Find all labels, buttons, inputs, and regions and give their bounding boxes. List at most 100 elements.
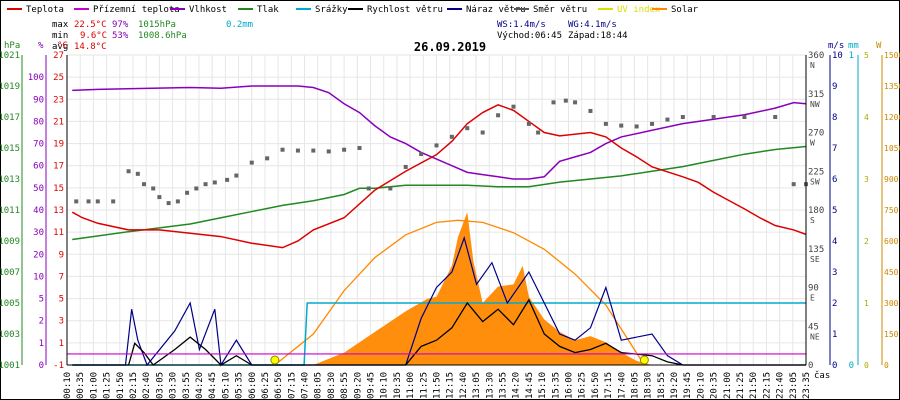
stat-avg-temp: 14.8°C — [74, 42, 107, 52]
x-tick-label: 18:30 — [644, 372, 654, 399]
x-tick-label: 11:50 — [433, 372, 443, 399]
x-tick-label: 19:20 — [670, 372, 680, 399]
temperature-tick-label: 23 — [53, 95, 64, 105]
x-tick-label: 01:25 — [103, 372, 113, 399]
x-tick-label: 16:50 — [591, 372, 601, 399]
wind-speed-tick-label: 9 — [832, 82, 837, 92]
x-tick-label: 16:25 — [578, 372, 588, 399]
wind-direction-point — [265, 156, 270, 161]
x-tick-label: 18:05 — [630, 372, 640, 399]
wind-direction-point — [194, 186, 199, 191]
wind-dir-tick-label: 0 — [808, 361, 813, 371]
temperature-tick-label: 21 — [53, 117, 64, 127]
humidity-tick-label: 40 — [33, 206, 44, 216]
x-tick-label: 15:35 — [551, 372, 561, 399]
stat-wg: WG:4.1m/s — [568, 20, 617, 30]
uv-tick-label: 3 — [864, 175, 869, 184]
x-tick-label: 16:00 — [564, 372, 574, 399]
series-line-rychlost-v-tru — [72, 298, 806, 366]
wind-direction-point — [434, 143, 439, 148]
wind-direction-point — [151, 186, 156, 191]
wind-direction-point — [388, 186, 393, 191]
stat-max-label: max — [52, 20, 69, 30]
x-tick-label: 01:50 — [116, 372, 126, 399]
wind-direction-point — [342, 147, 347, 152]
temperature-tick-label: 7 — [59, 272, 64, 282]
x-tick-label: 23:35 — [802, 372, 812, 399]
x-tick-label: 07:15 — [287, 372, 297, 399]
wind-direction-point — [742, 115, 747, 119]
wind-direction-point — [212, 180, 217, 185]
wind-speed-tick-label: 2 — [832, 299, 837, 309]
wind-direction-point — [680, 115, 685, 119]
humidity-tick-label: 60 — [33, 162, 44, 172]
wind-direction-point — [403, 164, 408, 169]
x-tick-label: 09:20 — [353, 372, 363, 399]
temperature-tick-label: 11 — [53, 228, 64, 238]
wind-direction-point — [225, 177, 230, 182]
legend-label: Směr větru — [533, 5, 587, 15]
pressure-tick-label: 1001 — [0, 361, 20, 371]
pressure-tick-label: 1011 — [0, 206, 20, 216]
pressure-tick-label: 1021 — [0, 51, 20, 61]
wind-dir-tick-label: 315 — [808, 90, 824, 100]
x-tick-label: 08:30 — [327, 372, 337, 399]
solar-tick-label: 900 — [884, 175, 899, 184]
wind-direction-point — [166, 201, 171, 206]
temperature-tick-label: 1 — [59, 339, 64, 349]
stat-sunset: Západ:18:44 — [568, 31, 628, 41]
series-line-solar-clear-sky — [274, 219, 645, 366]
x-tick-label: 05:35 — [235, 372, 245, 399]
wind-direction-point — [573, 100, 578, 105]
wind-direction-point — [619, 123, 624, 128]
legend-label: Tlak — [257, 5, 279, 15]
x-tick-label: 14:20 — [512, 372, 522, 399]
wind-dir-compass-label: N — [810, 61, 815, 70]
wind-direction-point — [126, 169, 131, 174]
wind-direction-point — [357, 146, 362, 150]
wind-speed-tick-label: 6 — [832, 175, 837, 185]
wind-direction-point — [185, 190, 190, 195]
rain-tick-label: 1 — [849, 51, 854, 61]
solar-area-shape — [288, 212, 653, 365]
wind-direction-point — [588, 108, 593, 113]
x-tick-label: 02:40 — [142, 372, 152, 399]
wind-direction-point — [419, 152, 424, 157]
x-tick-label: 17:15 — [604, 372, 614, 399]
x-tick-label: 11:00 — [406, 372, 416, 399]
wind-speed-tick-label: 3 — [832, 268, 837, 278]
humidity-tick-label: 20 — [33, 250, 44, 260]
x-tick-label: 08:55 — [340, 372, 350, 399]
wind-direction-point — [95, 199, 100, 204]
humidity-tick-label: 5 — [39, 295, 44, 305]
wind-direction-point — [449, 134, 454, 139]
wind-direction-point — [665, 117, 670, 122]
humidity-tick-label: 80 — [33, 117, 44, 127]
wind-direction-point — [496, 113, 501, 118]
x-tick-label: 10:10 — [380, 372, 390, 399]
wind-direction-point — [634, 124, 639, 129]
series-line-tlak — [72, 145, 807, 241]
x-tick-label: 22:15 — [762, 372, 772, 399]
legend-label: Rychlost větru — [367, 5, 443, 15]
solar-tick-label: 1200 — [884, 113, 900, 122]
x-tick-label: 21:25 — [736, 372, 746, 399]
legend: Teplota Přízemní teplota Vlhkost Tlak Srážky… — [7, 5, 699, 15]
humidity-tick-label: 100 — [28, 73, 44, 83]
wind-dir-compass-label: E — [810, 294, 815, 303]
humidity-tick-label: 0 — [39, 361, 44, 371]
x-tick-label: 19:45 — [683, 372, 693, 399]
wind-direction-point — [157, 195, 162, 200]
stat-max-temp: 22.5°C — [74, 20, 107, 30]
solar-tick-label: 150 — [884, 330, 899, 339]
wind-direction-point — [480, 130, 485, 135]
wind-direction-point — [603, 121, 608, 126]
uv-index-point — [270, 355, 280, 365]
wind-speed-tick-label: 10 — [832, 51, 843, 61]
legend-label: Přízemní teplota — [93, 5, 180, 15]
x-tick-label: 23:05 — [789, 372, 799, 399]
solar-tick-label: 1350 — [884, 82, 900, 91]
wind-dir-compass-label: NE — [810, 332, 820, 341]
humidity-tick-label: 2 — [39, 317, 44, 327]
humidity-tick-label: 70 — [33, 140, 44, 150]
